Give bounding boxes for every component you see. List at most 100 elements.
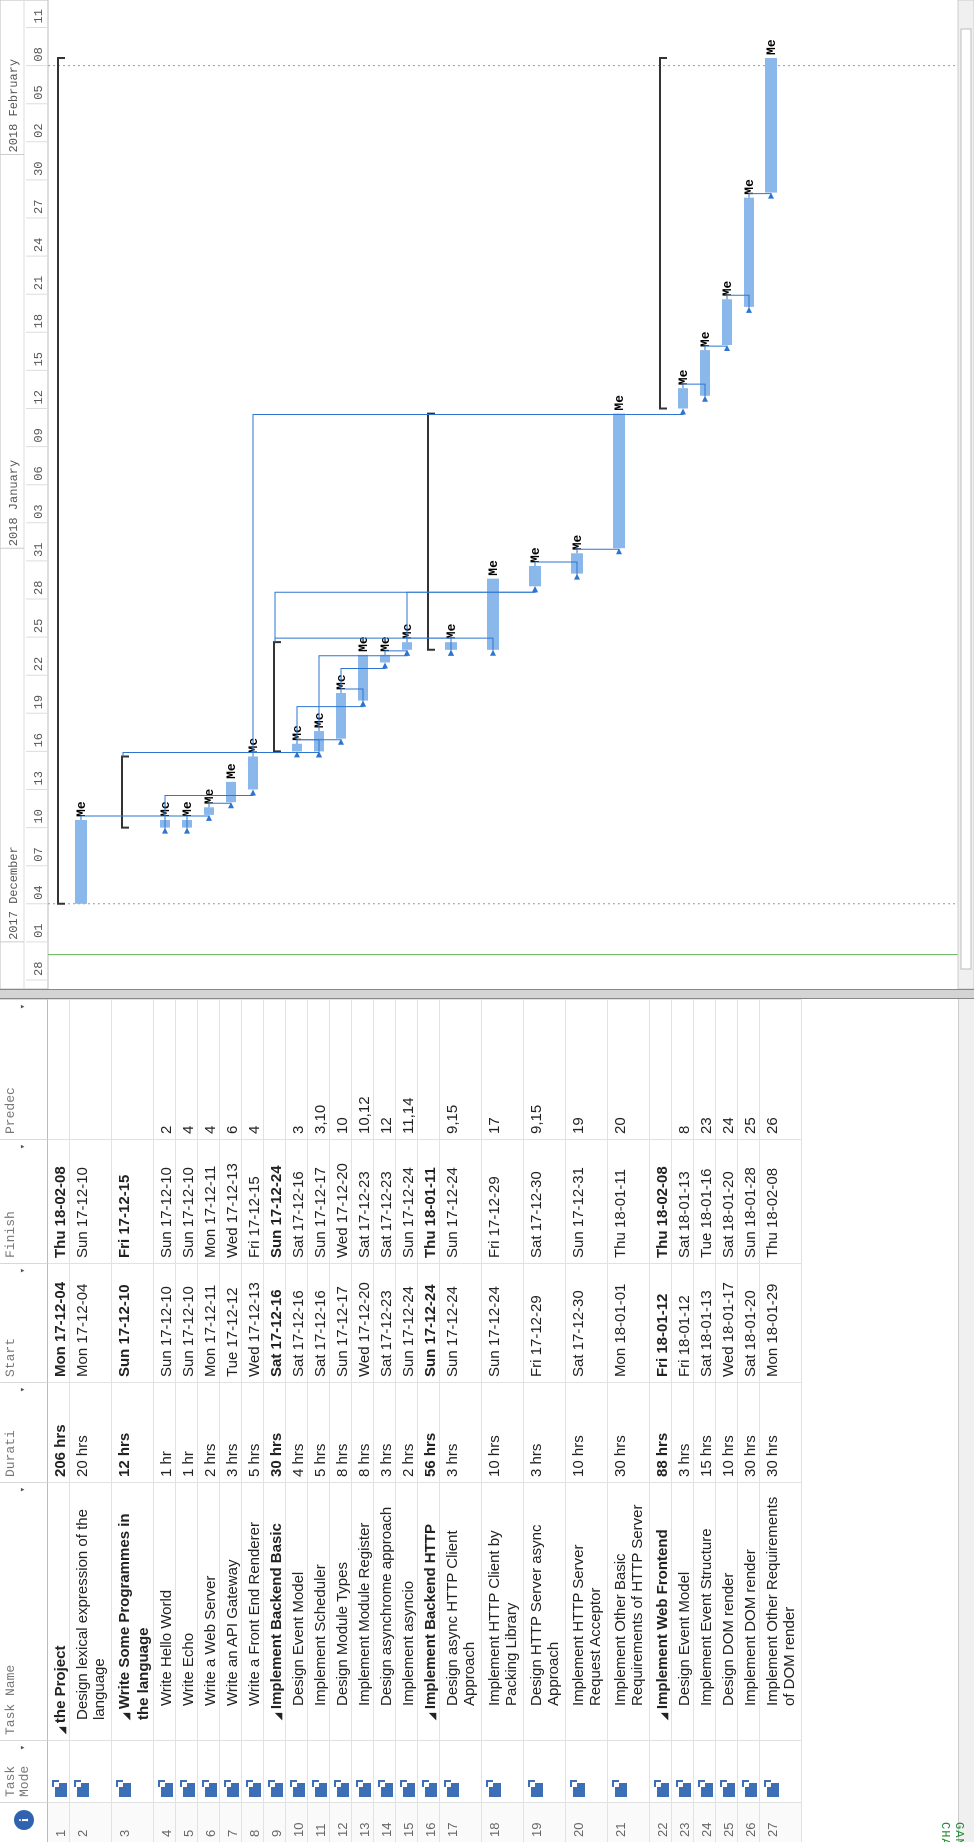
- task-row[interactable]: 12 Design Module Types 8 hrs Sun 17-12-17 We…: [330, 999, 352, 1842]
- task-bar[interactable]: [75, 819, 87, 904]
- task-name-cell[interactable]: Write a Web Server: [198, 1482, 219, 1740]
- task-start-cell[interactable]: Mon 17-12-04: [48, 1263, 69, 1382]
- task-name-cell[interactable]: Implement DOM render: [738, 1482, 759, 1740]
- task-finish-cell[interactable]: Sun 17-12-10: [176, 1139, 197, 1263]
- chart-scroll-thumb[interactable]: [960, 28, 972, 970]
- task-pred-cell[interactable]: [48, 999, 69, 1139]
- task-row[interactable]: 17 Design async HTTP Client Approach 3 hrs…: [440, 999, 482, 1842]
- task-row[interactable]: 2 Design lexical expression of the langua…: [70, 999, 112, 1842]
- row-number[interactable]: 19: [524, 1802, 565, 1842]
- task-row[interactable]: 21 Implement Other Basic Requirements of …: [608, 999, 650, 1842]
- task-duration-cell[interactable]: 30 hrs: [608, 1382, 649, 1482]
- column-header-name[interactable]: Task Name ▾: [0, 1482, 48, 1740]
- task-mode-cell[interactable]: [760, 1740, 801, 1802]
- collapse-toggle-icon[interactable]: ◢: [57, 1727, 67, 1734]
- task-pred-cell[interactable]: 20: [608, 999, 649, 1139]
- task-duration-cell[interactable]: 8 hrs: [352, 1382, 373, 1482]
- task-name-cell[interactable]: Write an API Gateway: [220, 1482, 241, 1740]
- task-start-cell[interactable]: Fri 17-12-29: [524, 1263, 565, 1382]
- task-pred-cell[interactable]: [70, 999, 111, 1139]
- row-number[interactable]: 27: [760, 1802, 801, 1842]
- task-name-cell[interactable]: ◢Write Some Programmes in the language: [112, 1482, 153, 1740]
- task-row[interactable]: 24 Implement Event Structure 15 hrs Sat 18-…: [694, 999, 716, 1842]
- task-row[interactable]: 22 ◢ Implement Web Frontend 88 hrs Fri 18-01…: [650, 999, 672, 1842]
- column-header-pred[interactable]: Predec ▾: [0, 999, 48, 1139]
- task-row[interactable]: 20 Implement HTTP Server Request Acceptor…: [566, 999, 608, 1842]
- task-bar[interactable]: [765, 57, 777, 193]
- task-bar[interactable]: [380, 654, 390, 663]
- task-duration-cell[interactable]: 4 hrs: [286, 1382, 307, 1482]
- column-header-finish[interactable]: Finish ▾: [0, 1139, 48, 1263]
- task-row[interactable]: 3 ◢Write Some Programmes in the language 1…: [112, 999, 154, 1842]
- task-mode-cell[interactable]: [286, 1740, 307, 1802]
- chevron-down-icon[interactable]: ▾: [18, 1268, 28, 1274]
- task-bar[interactable]: [204, 807, 214, 815]
- task-row[interactable]: 6 Write a Web Server 2 hrs Mon 17-12-11 Mon …: [198, 999, 220, 1842]
- task-start-cell[interactable]: Sun 17-12-24: [482, 1263, 523, 1382]
- task-row[interactable]: 25 Design DOM render 10 hrs Wed 18-01-17 Sat…: [716, 999, 738, 1842]
- row-number[interactable]: 24: [694, 1802, 715, 1842]
- row-number[interactable]: 8: [242, 1802, 263, 1842]
- row-number[interactable]: 9: [264, 1802, 285, 1842]
- task-finish-cell[interactable]: Sat 17-12-23: [352, 1139, 373, 1263]
- task-start-cell[interactable]: Mon 17-12-11: [198, 1263, 219, 1382]
- task-finish-cell[interactable]: Sun 17-12-10: [154, 1139, 175, 1263]
- task-row[interactable]: 19 Design HTTP Server async Approach 3 hrs…: [524, 999, 566, 1842]
- task-duration-cell[interactable]: 3 hrs: [672, 1382, 693, 1482]
- task-duration-cell[interactable]: 3 hrs: [374, 1382, 395, 1482]
- task-duration-cell[interactable]: 2 hrs: [198, 1382, 219, 1482]
- row-number[interactable]: 26: [738, 1802, 759, 1842]
- task-start-cell[interactable]: Sun 17-12-10: [176, 1263, 197, 1382]
- row-number[interactable]: 11: [308, 1802, 329, 1842]
- task-row[interactable]: 4 Write Hello World 1 hr Sun 17-12-10 Sun 17…: [154, 999, 176, 1842]
- task-mode-cell[interactable]: [738, 1740, 759, 1802]
- task-pred-cell[interactable]: 10: [330, 999, 351, 1139]
- collapse-toggle-icon[interactable]: ◢: [659, 1713, 669, 1720]
- task-pred-cell[interactable]: 11,14: [396, 999, 417, 1139]
- task-name-cell[interactable]: Write Hello World: [154, 1482, 175, 1740]
- task-finish-cell[interactable]: Fri 17-12-15: [242, 1139, 263, 1263]
- task-mode-cell[interactable]: [608, 1740, 649, 1802]
- row-number[interactable]: 3: [112, 1802, 153, 1842]
- task-start-cell[interactable]: Wed 17-12-13: [242, 1263, 263, 1382]
- task-start-cell[interactable]: Sun 17-12-24: [440, 1263, 481, 1382]
- task-row[interactable]: 27 Implement Other Requirements of DOM re…: [760, 999, 802, 1842]
- task-mode-cell[interactable]: [482, 1740, 523, 1802]
- task-finish-cell[interactable]: Sun 17-12-10: [70, 1139, 111, 1263]
- task-start-cell[interactable]: Wed 17-12-20: [352, 1263, 373, 1382]
- task-start-cell[interactable]: Sat 17-12-30: [566, 1263, 607, 1382]
- task-duration-cell[interactable]: 10 hrs: [482, 1382, 523, 1482]
- task-start-cell[interactable]: Sun 17-12-10: [112, 1263, 153, 1382]
- task-name-cell[interactable]: Design Event Model: [672, 1482, 693, 1740]
- task-name-cell[interactable]: ◢ Implement Web Frontend: [650, 1482, 671, 1740]
- task-start-cell[interactable]: Sat 18-01-20: [738, 1263, 759, 1382]
- task-row[interactable]: 16 ◢ Implement Backend HTTP 56 hrs Sun 17-12…: [418, 999, 440, 1842]
- task-mode-cell[interactable]: [112, 1740, 153, 1802]
- chevron-down-icon[interactable]: ▾: [18, 1387, 28, 1393]
- task-finish-cell[interactable]: Wed 17-12-13: [220, 1139, 241, 1263]
- task-name-cell[interactable]: Implement Event Structure: [694, 1482, 715, 1740]
- task-bar[interactable]: [722, 299, 732, 345]
- task-start-cell[interactable]: Mon 17-12-04: [70, 1263, 111, 1382]
- task-row[interactable]: 8 Write a Front End Renderer 5 hrs Wed 17-1…: [242, 999, 264, 1842]
- task-mode-cell[interactable]: [694, 1740, 715, 1802]
- column-header-info[interactable]: i: [0, 1802, 48, 1842]
- task-finish-cell[interactable]: Sun 17-12-24: [396, 1139, 417, 1263]
- row-number[interactable]: 5: [176, 1802, 197, 1842]
- task-bar[interactable]: [678, 388, 688, 409]
- task-pred-cell[interactable]: 4: [176, 999, 197, 1139]
- row-number[interactable]: 4: [154, 1802, 175, 1842]
- task-finish-cell[interactable]: Thu 18-01-11: [418, 1139, 439, 1263]
- task-mode-cell[interactable]: [374, 1740, 395, 1802]
- task-name-cell[interactable]: Design Module Types: [330, 1482, 351, 1740]
- row-number[interactable]: 21: [608, 1802, 649, 1842]
- task-mode-cell[interactable]: [308, 1740, 329, 1802]
- task-duration-cell[interactable]: 30 hrs: [264, 1382, 285, 1482]
- task-finish-cell[interactable]: Fri 17-12-29: [482, 1139, 523, 1263]
- task-start-cell[interactable]: Sun 17-12-24: [418, 1263, 439, 1382]
- task-pred-cell[interactable]: 23: [694, 999, 715, 1139]
- task-bar[interactable]: [336, 692, 346, 739]
- task-mode-cell[interactable]: [440, 1740, 481, 1802]
- task-row[interactable]: 1 ◢ the Project 206 hrs Mon 17-12-04 Thu 18-0…: [48, 999, 70, 1842]
- task-finish-cell[interactable]: Sat 18-01-13: [672, 1139, 693, 1263]
